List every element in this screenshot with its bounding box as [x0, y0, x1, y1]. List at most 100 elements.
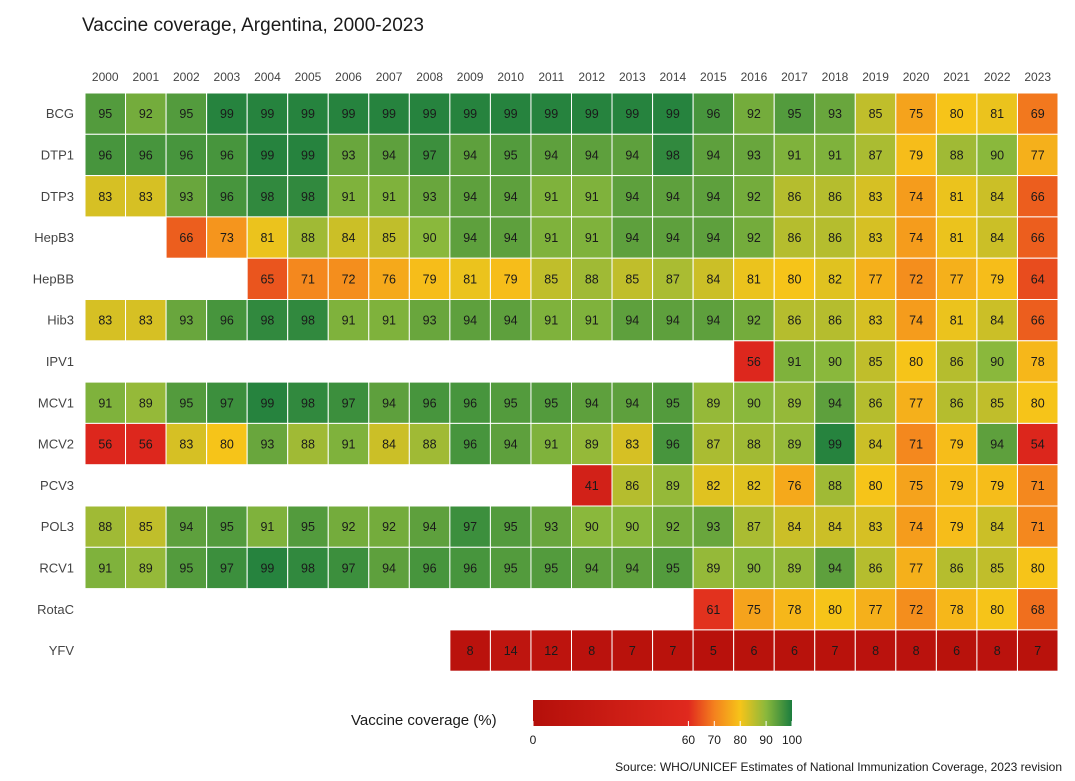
heatmap-cell — [489, 92, 532, 135]
heatmap-cell — [530, 133, 572, 177]
year-label: 2000 — [92, 70, 119, 84]
cell-value-label: 94 — [990, 438, 1004, 452]
cell-value-label: 56 — [747, 355, 761, 369]
cell-value-label: 87 — [869, 148, 883, 162]
cell-value-label: 77 — [909, 396, 923, 410]
heatmap-cell — [692, 299, 735, 342]
year-label: 2006 — [335, 70, 362, 84]
heatmap-cell — [530, 422, 572, 466]
legend-colorbar — [533, 700, 792, 726]
heatmap-cell — [206, 546, 248, 590]
cell-value-label: 89 — [788, 396, 802, 410]
cell-value-label: 74 — [909, 190, 923, 204]
chart-title: Vaccine coverage, Argentina, 2000-2023 — [82, 15, 424, 36]
heatmap-cell — [895, 422, 937, 466]
heatmap-cell — [1016, 175, 1059, 218]
cell-value-label: 94 — [585, 396, 599, 410]
cell-value-label: 80 — [990, 603, 1004, 617]
heatmap-cell — [814, 546, 856, 590]
heatmap-cell — [408, 546, 451, 590]
cell-value-label: 7 — [1034, 644, 1041, 658]
heatmap-cell — [246, 257, 289, 301]
cell-value-label: 79 — [950, 520, 964, 534]
cell-value-label: 84 — [342, 231, 356, 245]
heatmap-cell — [814, 588, 856, 631]
heatmap-cell — [935, 381, 978, 424]
heatmap-cell — [652, 629, 694, 672]
year-label: 2007 — [376, 70, 403, 84]
heatmap-cell — [165, 216, 208, 259]
heatmap-cell — [327, 175, 370, 218]
cell-value-label: 80 — [788, 272, 802, 286]
cell-value-label: 94 — [504, 438, 518, 452]
cell-value-label: 93 — [544, 520, 558, 534]
heatmap-cell — [287, 505, 329, 548]
cell-value-label: 81 — [463, 272, 477, 286]
cell-value-label: 85 — [139, 520, 153, 534]
heatmap-cell — [895, 175, 937, 218]
cell-value-label: 99 — [301, 107, 315, 121]
cell-value-label: 77 — [1031, 148, 1045, 162]
cell-value-label: 83 — [869, 314, 883, 328]
x-axis-year-labels: 2000 2001 2002 2003 2004 2005 2006 2007 2008 2009… — [92, 70, 1051, 84]
heatmap-cell — [84, 546, 127, 590]
cell-value-label: 85 — [869, 107, 883, 121]
cell-value-label: 90 — [990, 148, 1004, 162]
cell-value-label: 89 — [585, 438, 599, 452]
heatmap-cell — [652, 92, 694, 135]
heatmap-cell — [125, 299, 167, 342]
vaccine-label: RCV1 — [39, 560, 74, 575]
cell-value-label: 94 — [625, 396, 639, 410]
cell-value-label: 94 — [666, 231, 680, 245]
heatmap-cell — [449, 422, 491, 466]
cell-value-label: 94 — [706, 231, 720, 245]
heatmap-cell — [287, 422, 329, 466]
heatmap-cell — [773, 133, 816, 177]
cell-value-label: 86 — [788, 314, 802, 328]
cell-value-label: 94 — [625, 190, 639, 204]
cell-value-label: 82 — [706, 479, 720, 493]
year-label: 2014 — [660, 70, 687, 84]
heatmap-cells: 95 92 95 99 99 99 99 99 99 99 99 99 99 99 99 96 92 95 93 85… — [84, 92, 1059, 672]
cell-value-label: 93 — [828, 107, 842, 121]
cell-value-label: 93 — [423, 190, 437, 204]
cell-value-label: 66 — [1031, 314, 1045, 328]
heatmap-cell — [489, 546, 532, 590]
cell-value-label: 93 — [706, 520, 720, 534]
cell-value-label: 99 — [625, 107, 639, 121]
cell-value-label: 6 — [953, 644, 960, 658]
cell-value-label: 90 — [625, 520, 639, 534]
cell-value-label: 85 — [382, 231, 396, 245]
year-label: 2021 — [943, 70, 970, 84]
cell-value-label: 85 — [990, 561, 1004, 575]
cell-value-label: 91 — [788, 148, 802, 162]
heatmap-cell — [733, 133, 775, 177]
legend-tick-label: 0 — [530, 733, 537, 747]
heatmap-cell — [246, 505, 289, 548]
heatmap-cell — [814, 299, 856, 342]
cell-value-label: 81 — [260, 231, 274, 245]
heatmap-cell — [530, 546, 572, 590]
heatmap-cell — [854, 422, 897, 466]
cell-value-label: 79 — [423, 272, 437, 286]
vaccine-label: YFV — [49, 643, 75, 658]
cell-value-label: 83 — [869, 190, 883, 204]
heatmap-cell — [206, 505, 248, 548]
cell-value-label: 91 — [342, 314, 356, 328]
heatmap-cell — [611, 381, 654, 424]
cell-value-label: 96 — [423, 561, 437, 575]
cell-value-label: 74 — [909, 231, 923, 245]
cell-value-label: 79 — [950, 479, 964, 493]
heatmap-cell — [489, 381, 532, 424]
cell-value-label: 92 — [747, 231, 761, 245]
heatmap-cell — [1016, 340, 1059, 383]
heatmap-cell — [976, 546, 1018, 590]
heatmap-cell — [571, 464, 613, 507]
cell-value-label: 94 — [828, 396, 842, 410]
cell-value-label: 93 — [179, 190, 193, 204]
heatmap-cell — [814, 92, 856, 135]
heatmap-cell — [733, 340, 775, 383]
cell-value-label: 98 — [666, 148, 680, 162]
cell-value-label: 79 — [504, 272, 518, 286]
heatmap-cell — [368, 175, 410, 218]
